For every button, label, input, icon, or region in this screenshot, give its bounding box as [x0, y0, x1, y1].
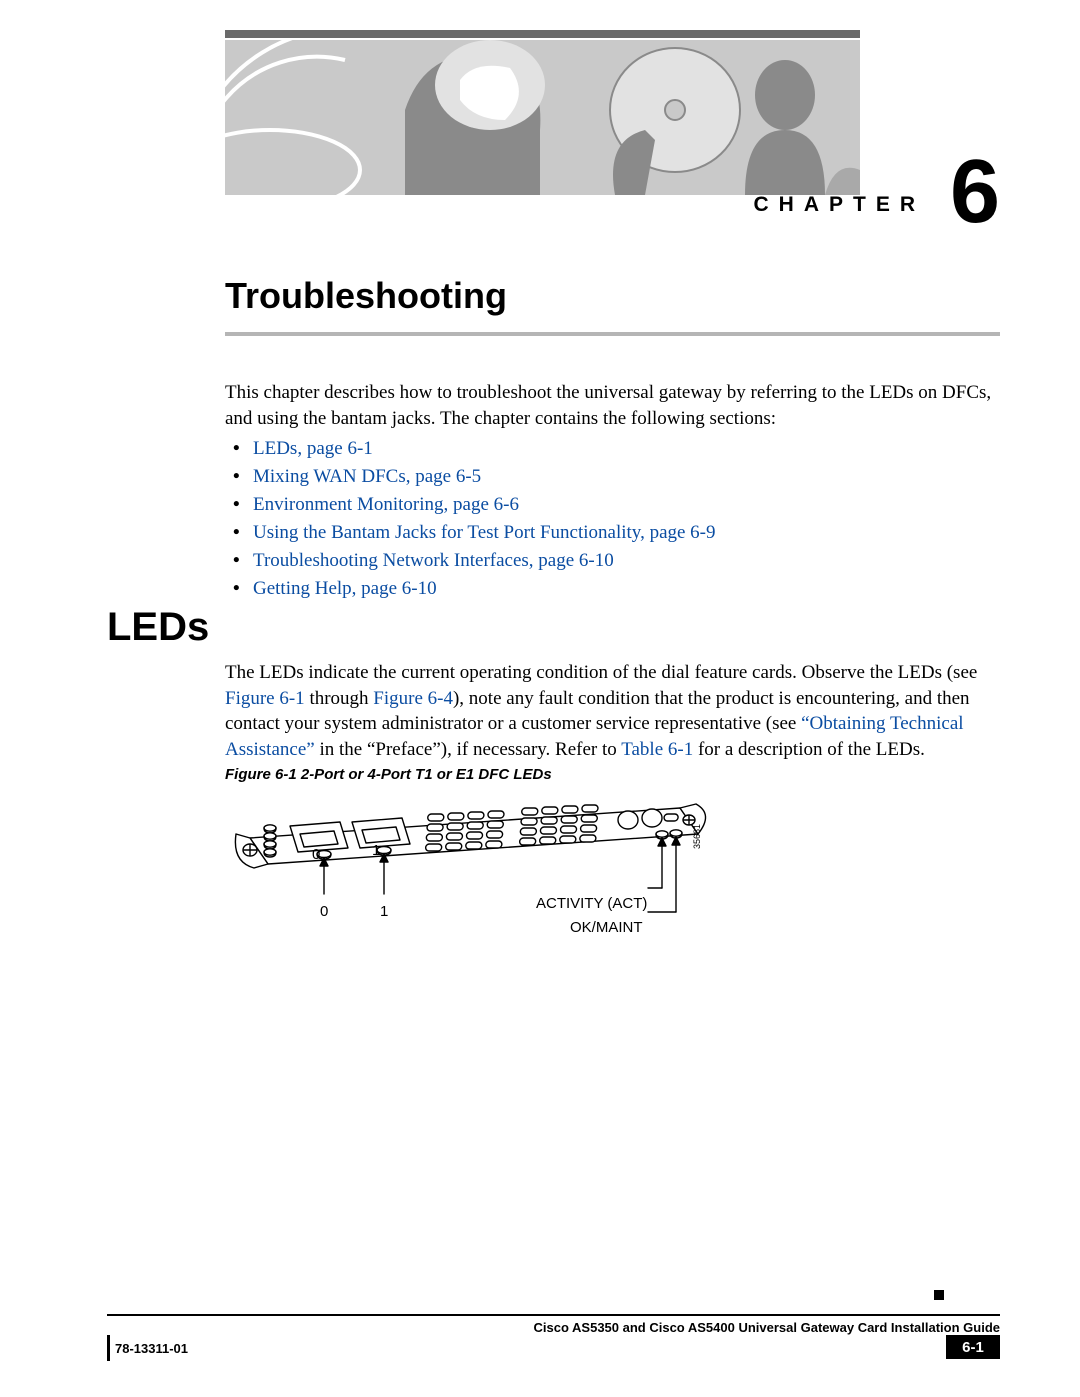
- chapter-label: CHAPTER: [753, 193, 925, 217]
- footer-line2: 78-13311-01 6-1: [107, 1339, 1000, 1363]
- figure-face-label-1: 1: [372, 842, 380, 859]
- text-run: in the “Preface”), if necessary. Refer t…: [315, 739, 622, 760]
- footer-vbar-icon: [107, 1335, 110, 1361]
- list-item: Getting Help, page 6-10: [225, 578, 1000, 600]
- table-link[interactable]: Table 6-1: [621, 739, 693, 760]
- figure-link[interactable]: Figure 6-1: [225, 688, 305, 709]
- title-block: Troubleshooting: [225, 275, 1000, 336]
- list-item: LEDs, page 6-1: [225, 438, 1000, 460]
- section-heading-leds: LEDs: [107, 605, 209, 650]
- footer-rule: [107, 1314, 1000, 1316]
- footer-doc-id: 78-13311-01: [115, 1341, 188, 1356]
- footer-page-number: 6-1: [946, 1335, 1000, 1359]
- figure-face-label-0: 0: [312, 846, 320, 863]
- footer-square-icon: [934, 1290, 944, 1300]
- section-link[interactable]: Troubleshooting Network Interfaces, page…: [253, 550, 614, 571]
- figure-port-label-0: 0: [320, 903, 328, 920]
- section-link[interactable]: LEDs, page 6-1: [253, 438, 373, 459]
- figure-okmaint-label: OK/MAINT: [570, 919, 643, 936]
- list-item: Using the Bantam Jacks for Test Port Fun…: [225, 522, 1000, 544]
- figure-6-1: 0 1 0 1 ACTIVITY (ACT) OK/MAINT 35681: [230, 790, 730, 965]
- banner-top-bar: [225, 30, 860, 38]
- section-link[interactable]: Environment Monitoring, page 6-6: [253, 494, 519, 515]
- banner-image: [225, 40, 860, 195]
- page-title: Troubleshooting: [225, 275, 1000, 317]
- figure-activity-label: ACTIVITY (ACT): [536, 895, 647, 912]
- title-rule: [225, 332, 1000, 336]
- list-item: Mixing WAN DFCs, page 6-5: [225, 466, 1000, 488]
- leds-paragraph: The LEDs indicate the current operating …: [225, 660, 1000, 763]
- list-item: Troubleshooting Network Interfaces, page…: [225, 550, 1000, 572]
- footer-guide-title: Cisco AS5350 and Cisco AS5400 Universal …: [107, 1320, 1000, 1335]
- section-link[interactable]: Getting Help, page 6-10: [253, 578, 437, 599]
- intro-paragraph: This chapter describes how to troublesho…: [225, 380, 1000, 431]
- section-link[interactable]: Using the Bantam Jacks for Test Port Fun…: [253, 522, 716, 543]
- page-footer: Cisco AS5350 and Cisco AS5400 Universal …: [107, 1314, 1000, 1363]
- text-run: The LEDs indicate the current operating …: [225, 662, 977, 683]
- list-item: Environment Monitoring, page 6-6: [225, 494, 1000, 516]
- page: CHAPTER 6 Troubleshooting This chapter d…: [0, 0, 1080, 1397]
- chapter-banner: CHAPTER 6: [225, 30, 1000, 215]
- figure-id: 35681: [692, 824, 702, 849]
- chapter-number: 6: [950, 147, 1000, 237]
- text-run: through: [305, 688, 374, 709]
- figure-caption: Figure 6-1 2-Port or 4-Port T1 or E1 DFC…: [225, 766, 552, 783]
- section-links-list: LEDs, page 6-1 Mixing WAN DFCs, page 6-5…: [225, 432, 1000, 606]
- text-run: for a description of the LEDs.: [693, 739, 925, 760]
- figure-port-label-1: 1: [380, 903, 388, 920]
- section-link[interactable]: Mixing WAN DFCs, page 6-5: [253, 466, 481, 487]
- figure-link[interactable]: Figure 6-4: [373, 688, 453, 709]
